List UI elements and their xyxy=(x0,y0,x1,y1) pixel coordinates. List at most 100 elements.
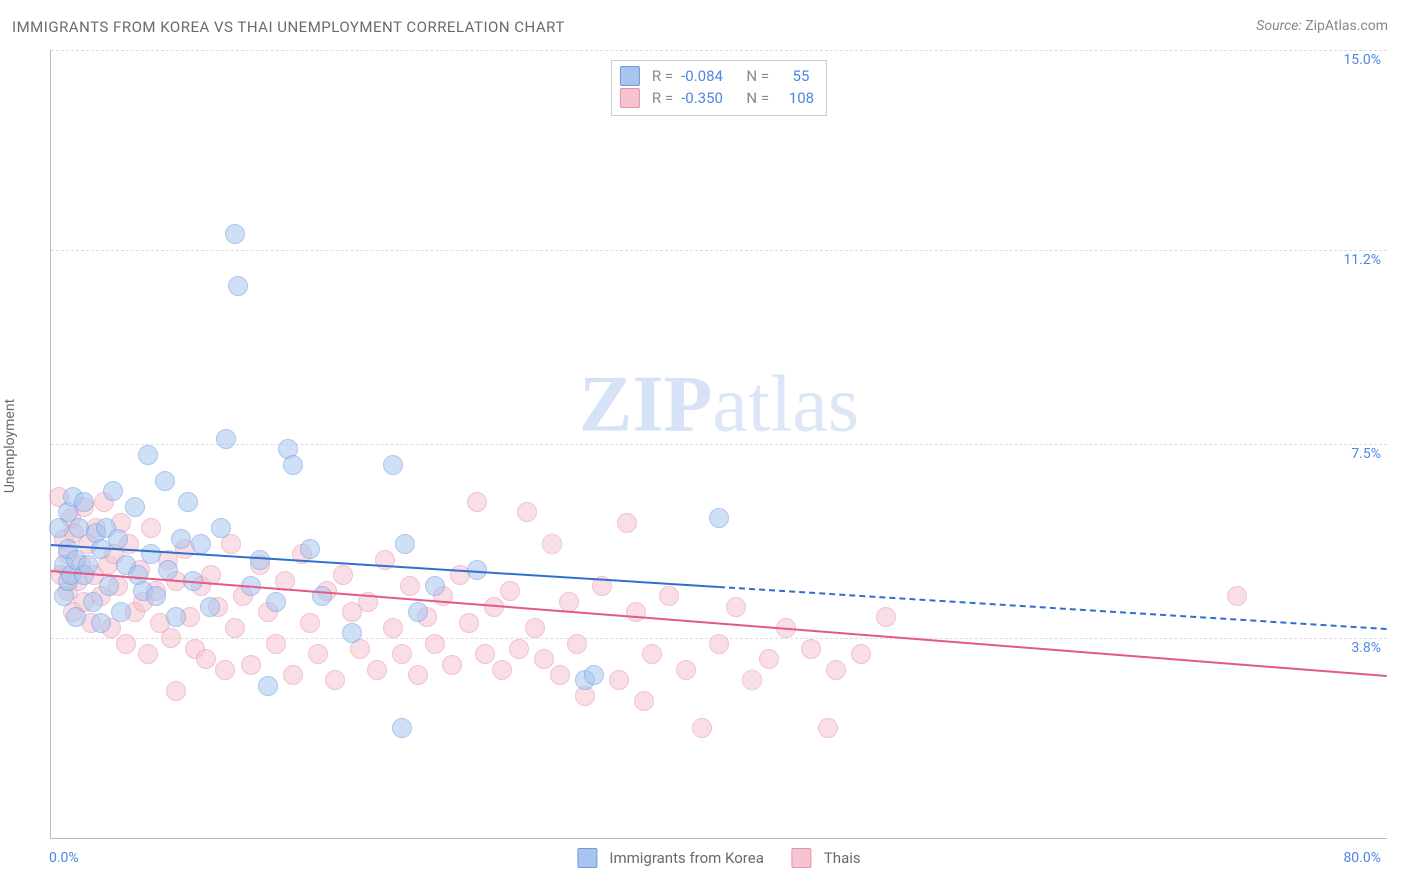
source-value: ZipAtlas.com xyxy=(1305,18,1388,34)
data-point-korea xyxy=(178,492,198,512)
data-point-korea xyxy=(138,445,158,465)
data-point-korea xyxy=(171,529,191,549)
legend-label-korea: Immigrants from Korea xyxy=(609,849,763,867)
data-point-thai xyxy=(325,670,345,690)
data-point-thai xyxy=(559,592,579,612)
n-value-korea: 55 xyxy=(793,65,810,87)
data-point-korea xyxy=(216,429,236,449)
data-point-thai xyxy=(517,502,537,522)
data-point-thai xyxy=(266,634,286,654)
data-point-thai xyxy=(550,665,570,685)
data-point-thai xyxy=(851,644,871,664)
data-point-thai xyxy=(241,655,261,675)
data-point-korea xyxy=(408,602,428,622)
data-point-korea xyxy=(225,224,245,244)
data-point-thai xyxy=(116,634,136,654)
data-point-thai xyxy=(676,660,696,680)
data-point-thai xyxy=(801,639,821,659)
data-point-korea xyxy=(395,534,415,554)
data-point-thai xyxy=(400,576,420,596)
x-tick-label: 80.0% xyxy=(1343,850,1381,866)
data-point-thai xyxy=(742,670,762,690)
data-point-korea xyxy=(258,676,278,696)
data-point-korea xyxy=(108,529,128,549)
plot-area: ZIPatlas R = -0.084 N = 55 R = -0.350 N … xyxy=(50,50,1387,839)
r-label-thai: R = xyxy=(652,87,673,109)
data-point-korea xyxy=(300,539,320,559)
data-point-thai xyxy=(225,618,245,638)
data-point-thai xyxy=(692,718,712,738)
stats-box: R = -0.084 N = 55 R = -0.350 N = 108 xyxy=(611,60,827,116)
chart-container: IMMIGRANTS FROM KOREA VS THAI UNEMPLOYME… xyxy=(0,0,1406,892)
data-point-korea xyxy=(158,560,178,580)
n-value-thai: 108 xyxy=(789,87,814,109)
data-point-korea xyxy=(83,592,103,612)
gridline xyxy=(51,250,1387,251)
legend-item-thai: Thais xyxy=(792,848,861,868)
watermark-thin: atlas xyxy=(712,360,859,448)
y-tick-label: 15.0% xyxy=(1343,52,1381,68)
data-point-thai xyxy=(509,639,529,659)
data-point-korea xyxy=(125,497,145,517)
data-point-korea xyxy=(191,534,211,554)
data-point-thai xyxy=(609,670,629,690)
data-point-thai xyxy=(467,492,487,512)
data-point-thai xyxy=(300,613,320,633)
data-point-thai xyxy=(659,586,679,606)
data-point-korea xyxy=(709,508,729,528)
chart-source: Source: ZipAtlas.com xyxy=(1256,18,1388,34)
data-point-thai xyxy=(709,634,729,654)
data-point-thai xyxy=(626,602,646,622)
data-point-thai xyxy=(308,644,328,664)
data-point-korea xyxy=(283,455,303,475)
stats-row-thai: R = -0.350 N = 108 xyxy=(620,87,814,109)
data-point-thai xyxy=(333,565,353,585)
data-point-thai xyxy=(534,649,554,669)
data-point-thai xyxy=(876,607,896,627)
r-value-korea: -0.084 xyxy=(681,65,723,87)
data-point-thai xyxy=(196,649,216,669)
data-point-korea xyxy=(141,544,161,564)
data-point-thai xyxy=(492,660,512,680)
watermark: ZIPatlas xyxy=(579,359,859,450)
data-point-thai xyxy=(459,613,479,633)
y-tick-label: 11.2% xyxy=(1343,252,1381,268)
data-point-thai xyxy=(166,681,186,701)
data-point-thai xyxy=(425,634,445,654)
data-point-korea xyxy=(228,276,248,296)
data-point-thai xyxy=(726,597,746,617)
legend-item-korea: Immigrants from Korea xyxy=(577,848,763,868)
data-point-korea xyxy=(111,602,131,622)
data-point-thai xyxy=(826,660,846,680)
data-point-thai xyxy=(500,581,520,601)
data-point-thai xyxy=(392,644,412,664)
data-point-thai xyxy=(215,660,235,680)
x-tick-label: 0.0% xyxy=(49,850,79,866)
data-point-thai xyxy=(138,644,158,664)
data-point-korea xyxy=(166,607,186,627)
data-point-korea xyxy=(266,592,286,612)
stats-row-korea: R = -0.084 N = 55 xyxy=(620,65,814,87)
data-point-thai xyxy=(367,660,387,680)
y-tick-label: 7.5% xyxy=(1351,446,1381,462)
data-point-korea xyxy=(383,455,403,475)
data-point-thai xyxy=(759,649,779,669)
swatch-thai xyxy=(620,88,640,108)
n-label-thai: N = xyxy=(746,87,769,109)
data-point-thai xyxy=(542,534,562,554)
data-point-korea xyxy=(392,718,412,738)
data-point-korea xyxy=(103,481,123,501)
swatch-korea xyxy=(620,66,640,86)
y-tick-label: 3.8% xyxy=(1351,640,1381,656)
r-value-thai: -0.350 xyxy=(681,87,723,109)
data-point-thai xyxy=(442,655,462,675)
data-point-korea xyxy=(342,623,362,643)
data-point-thai xyxy=(567,634,587,654)
legend-swatch-korea xyxy=(577,848,597,868)
data-point-thai xyxy=(383,618,403,638)
data-point-korea xyxy=(584,665,604,685)
data-point-korea xyxy=(312,586,332,606)
data-point-thai xyxy=(642,644,662,664)
r-label-korea: R = xyxy=(652,65,673,87)
watermark-bold: ZIP xyxy=(579,360,712,448)
